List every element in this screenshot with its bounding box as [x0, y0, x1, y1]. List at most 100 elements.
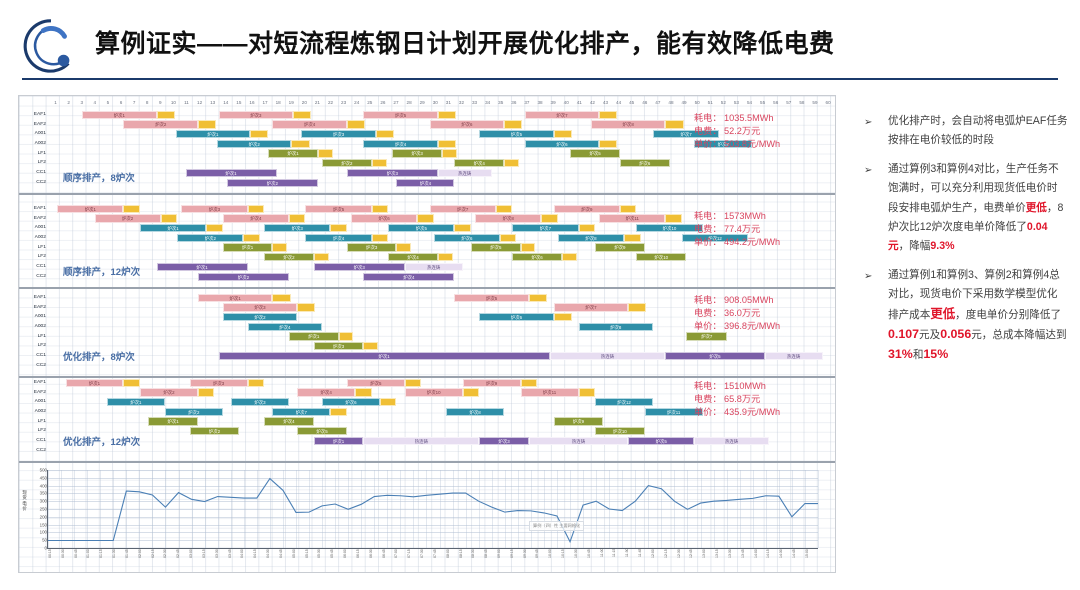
gantt-task-bar[interactable]: 炉次7 — [652, 130, 720, 139]
gantt-task-bar[interactable]: 炉次1 — [175, 130, 251, 139]
gantt-task-bar[interactable]: 炉次2 — [123, 120, 198, 129]
gantt-task-bar[interactable]: 炉次10 — [404, 388, 463, 397]
gantt-task-bar[interactable] — [442, 149, 457, 158]
gantt-task-bar[interactable] — [197, 120, 217, 129]
gantt-task-bar[interactable]: 炉次3 — [189, 378, 248, 387]
gantt-task-bar[interactable] — [462, 388, 480, 397]
gantt-task-bar[interactable]: 炉次6 — [479, 313, 554, 322]
gantt-task-bar[interactable]: 炉次1 — [288, 332, 339, 341]
gantt-task-bar[interactable]: 热连铸 — [363, 436, 480, 446]
gantt-task-bar[interactable]: 热连铸 — [549, 351, 666, 361]
gantt-task-bar[interactable] — [553, 313, 572, 322]
gantt-task-bar[interactable] — [541, 214, 558, 223]
gantt-task-bar[interactable] — [504, 120, 523, 129]
gantt-task-bar[interactable] — [247, 204, 265, 213]
gantt-task-bar[interactable]: 炉次7 — [272, 407, 331, 417]
gantt-task-bar[interactable] — [338, 332, 354, 341]
gantt-task-bar[interactable] — [346, 120, 366, 129]
gantt-task-bar[interactable] — [495, 204, 513, 213]
gantt-task-bar[interactable]: 炉次1 — [197, 293, 273, 302]
gantt-task-bar[interactable]: 炉次2 — [226, 178, 318, 187]
gantt-task-bar[interactable] — [499, 233, 517, 243]
gantt-task-bar[interactable]: 炉次9 — [553, 417, 604, 426]
gantt-task-bar[interactable]: 炉次3 — [264, 224, 331, 233]
gantt-task-bar[interactable]: 炉次5 — [665, 351, 765, 361]
gantt-task-bar[interactable]: 炉次4 — [305, 233, 372, 243]
gantt-task-bar[interactable]: 炉次5 — [297, 427, 347, 436]
gantt-task-bar[interactable]: 炉次5 — [479, 130, 554, 139]
gantt-task-bar[interactable]: 炉次4 — [297, 388, 356, 397]
gantt-task-bar[interactable]: 炉次7 — [524, 110, 600, 119]
gantt-task-bar[interactable] — [578, 224, 596, 233]
gantt-task-bar[interactable]: 炉次2 — [140, 388, 198, 397]
gantt-task-bar[interactable]: 热连铸 — [528, 436, 629, 446]
gantt-task-bar[interactable]: 炉次1 — [65, 378, 124, 387]
gantt-task-bar[interactable]: 炉次5 — [454, 293, 529, 302]
gantt-task-bar[interactable]: 炉次2 — [322, 159, 372, 168]
gantt-task-bar[interactable]: 炉次4 — [247, 322, 323, 332]
gantt-task-bar[interactable] — [396, 243, 412, 252]
gantt-task-bar[interactable] — [520, 378, 538, 387]
gantt-task-bar[interactable]: 炉次4 — [264, 417, 314, 426]
gantt-task-bar[interactable]: 炉次2 — [164, 407, 223, 417]
gantt-task-bar[interactable]: 炉次6 — [512, 253, 562, 262]
gantt-task-bar[interactable] — [599, 139, 618, 149]
gantt-task-bar[interactable]: 炉次3 — [313, 342, 364, 351]
gantt-task-bar[interactable] — [297, 303, 316, 312]
gantt-task-bar[interactable] — [160, 214, 178, 223]
gantt-task-bar[interactable]: 炉次5 — [346, 378, 405, 387]
gantt-task-bar[interactable]: 炉次1 — [148, 417, 198, 426]
gantt-task-bar[interactable] — [371, 233, 389, 243]
gantt-task-bar[interactable] — [330, 224, 347, 233]
gantt-task-bar[interactable]: 炉次2 — [222, 313, 298, 322]
gantt-task-bar[interactable]: 炉次1 — [185, 168, 277, 178]
gantt-task-bar[interactable]: 炉次3 — [231, 398, 289, 407]
gantt-task-bar[interactable]: 炉次1 — [82, 110, 157, 119]
gantt-task-bar[interactable]: 炉次5 — [363, 110, 438, 119]
gantt-task-bar[interactable]: 炉次4 — [363, 272, 455, 281]
gantt-task-bar[interactable]: 炉次11 — [644, 407, 703, 417]
gantt-task-bar[interactable] — [123, 378, 140, 387]
gantt-task-bar[interactable]: 炉次1 — [218, 351, 550, 361]
gantt-task-bar[interactable]: 炉次4 — [454, 159, 505, 168]
gantt-task-bar[interactable] — [293, 110, 312, 119]
gantt-task-bar[interactable]: 炉次5 — [305, 204, 372, 213]
gantt-task-bar[interactable]: 炉次7 — [512, 224, 579, 233]
gantt-task-bar[interactable]: 炉次9 — [595, 243, 645, 252]
gantt-task-bar[interactable] — [206, 224, 223, 233]
gantt-task-bar[interactable] — [197, 388, 215, 397]
gantt-task-bar[interactable]: 炉次1 — [140, 224, 207, 233]
gantt-task-bar[interactable]: 炉次3 — [346, 243, 397, 252]
gantt-task-bar[interactable] — [520, 243, 536, 252]
gantt-task-bar[interactable]: 炉次11 — [599, 214, 666, 223]
gantt-task-bar[interactable]: 炉次4 — [363, 139, 438, 149]
gantt-task-bar[interactable]: 炉次12 — [595, 398, 653, 407]
gantt-task-bar[interactable]: 炉次8 — [578, 322, 653, 332]
gantt-task-bar[interactable]: 炉次6 — [619, 159, 670, 168]
gantt-task-bar[interactable]: 炉次3 — [479, 436, 529, 446]
gantt-task-bar[interactable] — [330, 407, 347, 417]
gantt-task-bar[interactable] — [561, 253, 577, 262]
gantt-task-bar[interactable] — [578, 388, 596, 397]
gantt-task-bar[interactable]: 炉次1 — [106, 398, 165, 407]
gantt-task-bar[interactable]: 热连铸 — [404, 262, 463, 272]
gantt-task-bar[interactable]: 炉次7 — [553, 303, 629, 312]
gantt-task-bar[interactable] — [553, 130, 572, 139]
gantt-task-bar[interactable] — [379, 398, 397, 407]
gantt-task-bar[interactable]: 炉次5 — [388, 224, 455, 233]
gantt-task-bar[interactable]: 炉次2 — [94, 214, 161, 223]
gantt-task-bar[interactable]: 热连铸 — [437, 168, 492, 178]
gantt-task-bar[interactable] — [156, 110, 175, 119]
gantt-task-bar[interactable]: 炉次6 — [429, 120, 505, 129]
gantt-task-bar[interactable]: 炉次7 — [429, 204, 496, 213]
gantt-task-bar[interactable]: 炉次2 — [177, 233, 244, 243]
gantt-task-bar[interactable] — [272, 293, 291, 302]
gantt-task-bar[interactable]: 炉次7 — [686, 332, 728, 341]
gantt-task-bar[interactable]: 炉次4 — [388, 253, 438, 262]
gantt-task-bar[interactable] — [243, 233, 260, 243]
gantt-task-bar[interactable]: 炉次4 — [272, 120, 347, 129]
gantt-task-bar[interactable] — [123, 204, 140, 213]
gantt-task-bar[interactable]: 炉次6 — [350, 214, 418, 223]
gantt-task-bar[interactable]: 炉次3 — [313, 262, 405, 272]
gantt-task-bar[interactable]: 炉次3 — [392, 149, 442, 158]
